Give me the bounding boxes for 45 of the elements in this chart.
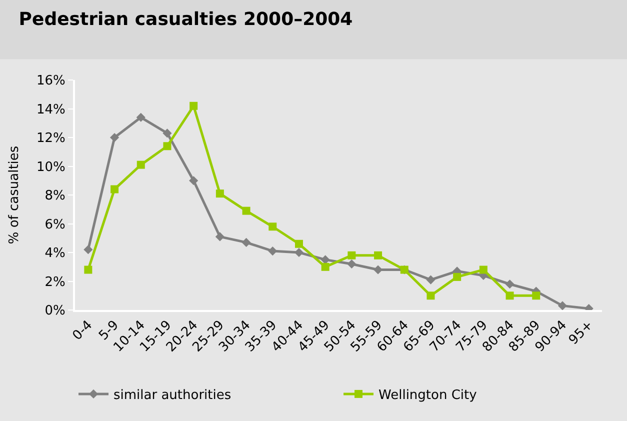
point — [162, 128, 172, 138]
point — [506, 292, 514, 300]
y-tick-label: 14% — [36, 102, 66, 118]
point — [163, 142, 172, 150]
point — [453, 272, 462, 281]
point — [216, 190, 224, 198]
point — [373, 265, 383, 274]
point — [479, 266, 488, 274]
point — [294, 248, 304, 258]
point — [136, 160, 145, 169]
point — [268, 222, 277, 231]
y-axis-title: % of casualties — [6, 146, 22, 244]
y-tick-label: 4% — [44, 246, 66, 262]
point — [215, 232, 224, 242]
point — [84, 266, 92, 274]
x-tick-label: 0-4 — [70, 318, 96, 344]
point — [84, 245, 93, 254]
point — [242, 206, 250, 215]
y-tick-label: 12% — [36, 131, 66, 146]
chart-title: Pedestrian casualties 2000–2004 — [18, 9, 353, 30]
point — [110, 132, 120, 142]
point — [321, 262, 330, 271]
y-tick-label: 6% — [44, 217, 66, 232]
point — [294, 240, 303, 248]
legend-label: similar authorities — [114, 388, 232, 404]
point — [558, 301, 568, 310]
legend-label: Wellington City — [378, 388, 478, 404]
point — [374, 251, 382, 260]
point — [347, 259, 356, 269]
y-tick-label: 0% — [44, 304, 66, 319]
point — [348, 251, 356, 260]
point — [110, 185, 119, 194]
point — [426, 292, 435, 300]
y-tick-label: 8% — [44, 188, 66, 204]
x-tick-label: 95+ — [566, 318, 596, 348]
y-tick-label: 10% — [36, 160, 66, 175]
point — [426, 275, 436, 284]
point — [136, 112, 146, 122]
y-tick-label: 16% — [36, 74, 66, 89]
point — [242, 238, 251, 247]
point — [505, 280, 514, 289]
point — [190, 102, 198, 110]
y-tick-label: 2% — [44, 274, 66, 290]
point — [532, 292, 540, 300]
point — [189, 176, 198, 186]
